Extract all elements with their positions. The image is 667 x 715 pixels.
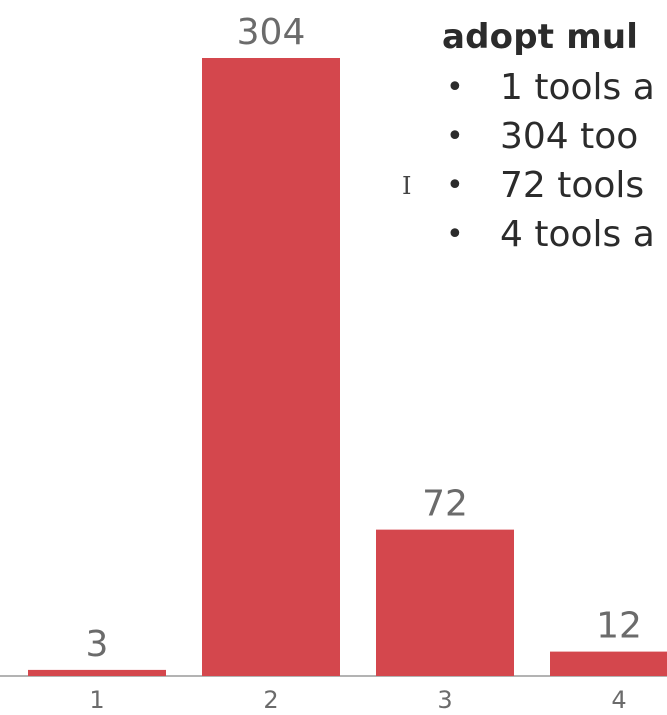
- bullet-item: • 1 tools a: [442, 64, 667, 112]
- bullet-item: • 304 too: [442, 113, 667, 161]
- data-label-4: 12: [596, 606, 642, 647]
- x-tick-label-1: 1: [89, 686, 104, 714]
- bullet-item: • 4 tools a: [442, 211, 667, 259]
- data-label-2: 304: [237, 12, 306, 53]
- x-tick-label-3: 3: [437, 686, 452, 714]
- x-tick-label-4: 4: [611, 686, 626, 714]
- bullet-text: 4 tools a: [500, 214, 655, 255]
- bullet-marker: •: [446, 70, 464, 105]
- panel-heading: adopt mul: [442, 17, 639, 57]
- text-panel: adopt mul • 1 tools a • 304 too • 72 too…: [442, 14, 667, 260]
- bullet-marker: •: [446, 217, 464, 252]
- data-label-1: 3: [86, 624, 109, 665]
- bar-3: [376, 529, 514, 676]
- bullet-item: • 72 tools: [442, 162, 667, 210]
- bar-4: [550, 651, 667, 676]
- bar-2: [202, 58, 340, 676]
- bullet-text: 1 tools a: [500, 67, 655, 108]
- bullet-marker: •: [446, 119, 464, 154]
- bullet-text: 72 tools: [500, 165, 645, 206]
- bar-1: [28, 669, 166, 676]
- bullet-marker: •: [446, 168, 464, 203]
- bullet-text: 304 too: [500, 116, 639, 157]
- x-tick-label-2: 2: [263, 686, 278, 714]
- bullet-list: • 1 tools a • 304 too • 72 tools • 4 too…: [442, 64, 667, 259]
- text-ibeam-cursor-icon: I: [402, 172, 412, 200]
- data-label-3: 72: [422, 484, 468, 525]
